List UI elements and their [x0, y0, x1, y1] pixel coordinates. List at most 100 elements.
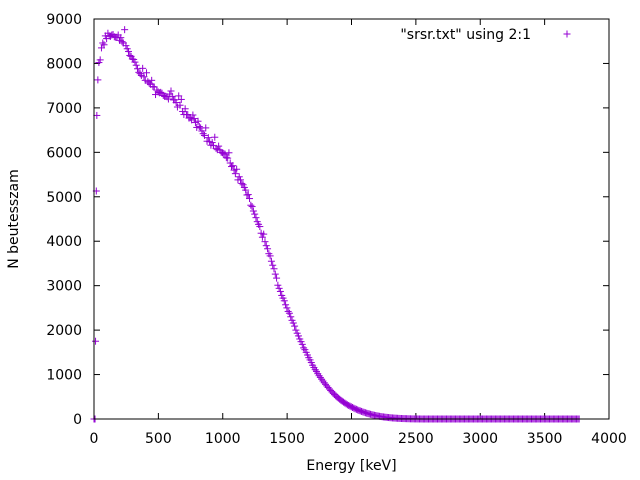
data-point [176, 101, 184, 109]
data-point [202, 124, 210, 132]
data-point [292, 326, 300, 334]
data-point [94, 76, 102, 84]
x-tick-label: 3500 [527, 431, 563, 447]
data-point [117, 34, 125, 42]
data-point [168, 92, 176, 100]
data-point [125, 47, 133, 55]
y-tick-label: 9000 [46, 12, 82, 28]
data-point [177, 95, 185, 103]
data-point [261, 238, 269, 246]
data-point [235, 173, 243, 181]
data-point [311, 366, 319, 374]
data-point [248, 203, 256, 211]
y-tick-label: 8000 [46, 56, 82, 72]
data-point [315, 372, 323, 380]
data-point [233, 165, 241, 173]
data-point [189, 111, 197, 119]
data-point [242, 186, 250, 194]
data-point [284, 307, 292, 315]
data-point [92, 337, 100, 345]
data-point [249, 207, 257, 215]
data-point [287, 313, 295, 321]
data-point [228, 163, 236, 171]
y-tick-label: 5000 [46, 190, 82, 206]
data-point [270, 265, 278, 273]
data-points [90, 26, 583, 423]
data-point [96, 56, 104, 64]
data-point [200, 131, 208, 139]
y-axis-label: N beutesszam [6, 169, 22, 269]
data-point [256, 223, 264, 231]
y-tick-label: 1000 [46, 368, 82, 384]
legend-label: "srsr.txt" using 2:1 [400, 27, 531, 43]
plot-frame [93, 18, 610, 420]
data-point [294, 332, 302, 340]
data-point [276, 287, 284, 295]
data-point [252, 214, 260, 222]
y-tick-label: 7000 [46, 101, 82, 117]
x-tick-label: 500 [145, 431, 172, 447]
data-point [118, 38, 126, 46]
data-point [258, 233, 266, 241]
data-point [285, 309, 293, 317]
data-point [132, 61, 140, 69]
data-point [274, 281, 282, 289]
data-point [164, 95, 172, 103]
data-point [175, 92, 183, 100]
data-point [140, 73, 148, 81]
data-point [247, 201, 255, 209]
data-point [199, 130, 207, 138]
data-point [143, 69, 151, 77]
data-point [181, 105, 189, 113]
y-tick-label: 6000 [46, 145, 82, 161]
data-point [251, 210, 259, 218]
data-point [260, 230, 268, 238]
y-tick-label: 3000 [46, 279, 82, 295]
data-point [194, 117, 202, 125]
data-point [221, 150, 229, 158]
data-point [318, 375, 326, 383]
data-point [289, 319, 297, 327]
x-tick-label: 1000 [205, 431, 241, 447]
data-point [267, 257, 275, 265]
x-axis-label: Energy [keV] [306, 458, 396, 474]
data-point [300, 344, 308, 352]
data-point [246, 195, 254, 203]
data-point [266, 252, 274, 260]
data-point [225, 149, 233, 157]
data-point [139, 64, 147, 72]
legend-marker [563, 30, 571, 38]
data-point [136, 70, 144, 78]
data-point [126, 51, 134, 59]
x-tick-label: 2500 [398, 431, 434, 447]
data-point [275, 284, 283, 292]
data-point [167, 87, 175, 95]
data-point [224, 154, 232, 162]
data-point [269, 261, 277, 269]
data-point [262, 242, 270, 250]
data-point [271, 270, 279, 278]
data-point [264, 245, 272, 253]
data-point [211, 133, 219, 141]
data-point [283, 304, 291, 312]
data-point [131, 58, 139, 66]
data-point [100, 41, 108, 49]
x-tick-label: 1500 [269, 431, 305, 447]
data-point [215, 142, 223, 150]
data-point [148, 76, 156, 84]
data-point [204, 134, 212, 142]
data-point [238, 179, 246, 187]
data-point [195, 123, 203, 131]
x-tick-label: 3000 [462, 431, 498, 447]
legend-marker-symbol [563, 30, 571, 38]
y-tick-label: 2000 [46, 323, 82, 339]
data-point [99, 39, 107, 47]
data-point [316, 373, 324, 381]
data-point [280, 297, 288, 305]
data-point [121, 26, 129, 34]
axis-ticks: 0 500 1000 1500 2000 2500 3000 3500 4000 0 1000 200… [46, 12, 626, 447]
data-point [190, 115, 198, 123]
x-tick-label: 0 [90, 431, 99, 447]
